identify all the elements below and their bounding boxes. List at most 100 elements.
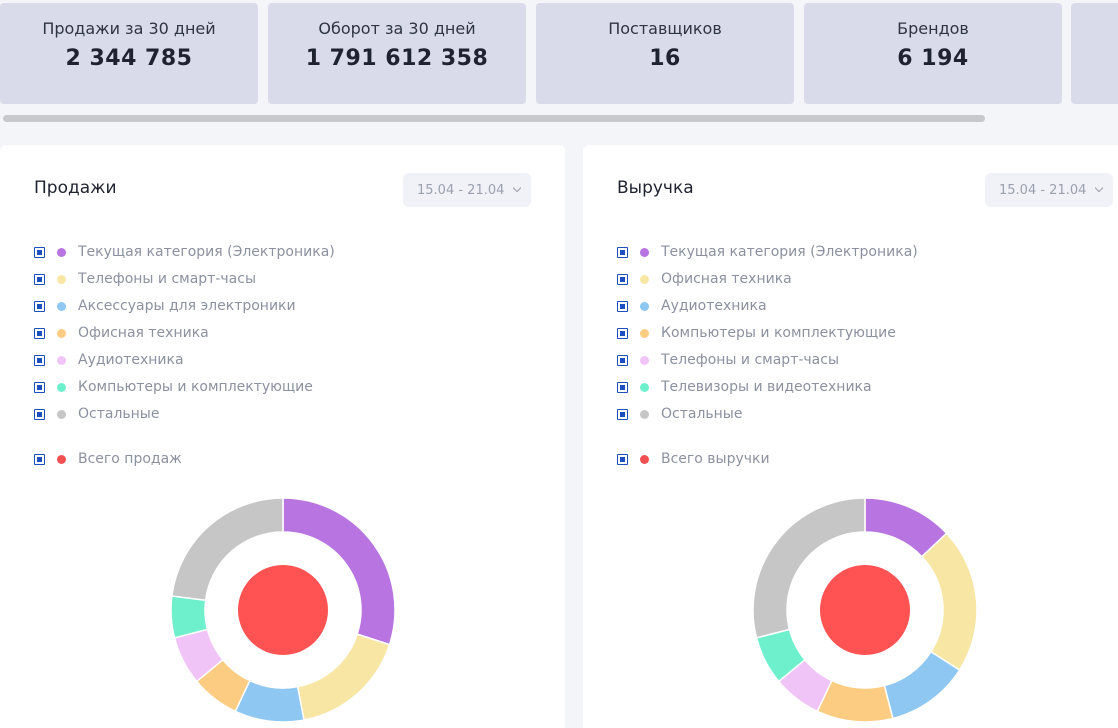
legend-checkbox[interactable] [617,300,628,312]
legend-label: Офисная техника [78,325,209,341]
legend-label: Телевизоры и видеотехника [661,379,872,395]
legend-item[interactable]: Текущая категория (Электроника) [34,243,514,261]
date-range-value: 15.04 - 21.04 [999,182,1087,198]
stat-value: 16 [649,46,681,71]
chevron-down-icon [1095,183,1104,193]
legend-checkbox[interactable] [617,246,628,258]
legend-checkbox[interactable] [617,273,628,285]
stat-label: Продажи за 30 дней [42,19,216,38]
date-range-value: 15.04 - 21.04 [417,182,505,198]
stat-card-partial[interactable] [1071,3,1118,104]
legend-checkbox[interactable] [34,246,45,258]
legend-item[interactable]: Аудиотехника [34,351,514,369]
stat-card-sales[interactable]: Продажи за 30 дней 2 344 785 [0,3,258,104]
legend-label: Всего продаж [78,451,182,467]
legend-label: Текущая категория (Электроника) [78,244,335,260]
stat-card-turnover[interactable]: Оборот за 30 дней 1 791 612 358 [268,3,526,104]
legend-dot [57,328,66,338]
legend-checkbox[interactable] [34,273,45,285]
legend-dot [640,301,649,311]
stat-label: Брендов [897,19,969,38]
stat-card-suppliers[interactable]: Поставщиков 16 [536,3,794,104]
legend-dot [57,382,66,392]
legend-label: Аксессуары для электроники [78,298,296,314]
chevron-down-icon [513,183,522,193]
legend-item[interactable]: Телефоны и смарт-часы [617,351,1097,369]
legend-item[interactable]: Компьютеры и комплектующие [617,324,1097,342]
legend-item[interactable]: Аудиотехника [617,297,1097,315]
stat-value: 2 344 785 [65,46,193,71]
legend-label: Компьютеры и комплектующие [78,379,313,395]
stats-strip: Продажи за 30 дней 2 344 785 Оборот за 3… [0,0,1118,104]
donut-center-total[interactable] [238,565,328,655]
legend-checkbox[interactable] [617,453,628,465]
legend-item[interactable]: Остальные [34,405,514,423]
legend-checkbox[interactable] [34,408,45,420]
panel-title: Продажи [34,178,117,198]
sales-donut-chart [170,497,396,723]
legend-dot [640,328,649,338]
legend-label: Телефоны и смарт-часы [78,271,257,287]
legend-item[interactable]: Компьютеры и комплектующие [34,378,514,396]
legend-item-total[interactable]: Всего выручки [617,450,1097,468]
legend-item[interactable]: Телефоны и смарт-часы [34,270,514,288]
legend-label: Аудиотехника [661,298,767,314]
legend-label: Остальные [78,406,160,422]
panel-title: Выручка [617,178,694,198]
legend-dot [640,382,649,392]
stat-value: 1 791 612 358 [305,46,489,71]
stat-value: 6 194 [897,46,969,71]
revenue-panel: Выручка 15.04 - 21.04 Текущая категория … [583,145,1118,728]
legend-dot [57,274,66,284]
legend-dot [640,355,649,365]
legend-label: Телефоны и смарт-часы [661,352,840,368]
legend-item[interactable]: Телевизоры и видеотехника [617,378,1097,396]
legend-item[interactable]: Текущая категория (Электроника) [617,243,1097,261]
legend-label: Остальные [661,406,743,422]
legend-dot [57,355,66,365]
legend-item[interactable]: Офисная техника [617,270,1097,288]
legend-checkbox[interactable] [34,354,45,366]
revenue-donut-chart [752,497,978,723]
legend-checkbox[interactable] [34,300,45,312]
legend-checkbox[interactable] [34,381,45,393]
stat-label: Оборот за 30 дней [318,19,476,38]
stat-label: Поставщиков [608,19,722,38]
date-range-select[interactable]: 15.04 - 21.04 [985,173,1113,207]
legend-dot [57,247,66,257]
legend-checkbox[interactable] [617,381,628,393]
legend-item-total[interactable]: Всего продаж [34,450,514,468]
legend-checkbox[interactable] [617,408,628,420]
donut-center-total[interactable] [820,565,910,655]
legend-label: Всего выручки [661,451,770,467]
donut-slice[interactable] [171,497,284,602]
legend-dot [640,454,649,464]
legend-checkbox[interactable] [34,327,45,339]
legend-label: Аудиотехника [78,352,184,368]
donut-slice[interactable] [170,595,209,639]
legend-item[interactable]: Офисная техника [34,324,514,342]
sales-panel: Продажи 15.04 - 21.04 Текущая категория … [0,145,565,728]
legend-label: Компьютеры и комплектующие [661,325,896,341]
donut-slice[interactable] [296,633,391,721]
horizontal-scrollbar[interactable] [0,113,1118,125]
legend-checkbox[interactable] [617,327,628,339]
donut-slice[interactable] [920,532,978,672]
legend-item[interactable]: Аксессуары для электроники [34,297,514,315]
legend-dot [640,274,649,284]
donut-slice[interactable] [752,497,866,639]
legend-label: Офисная техника [661,271,792,287]
legend-checkbox[interactable] [34,453,45,465]
legend-label: Текущая категория (Электроника) [661,244,918,260]
scrollbar-thumb[interactable] [3,115,985,122]
legend-dot [57,454,66,464]
date-range-select[interactable]: 15.04 - 21.04 [403,173,531,207]
legend-dot [57,301,66,311]
legend-item[interactable]: Остальные [617,405,1097,423]
legend-checkbox[interactable] [617,354,628,366]
legend-dot [57,409,66,419]
stat-card-brands[interactable]: Брендов 6 194 [804,3,1062,104]
legend-dot [640,247,649,257]
legend-dot [640,409,649,419]
